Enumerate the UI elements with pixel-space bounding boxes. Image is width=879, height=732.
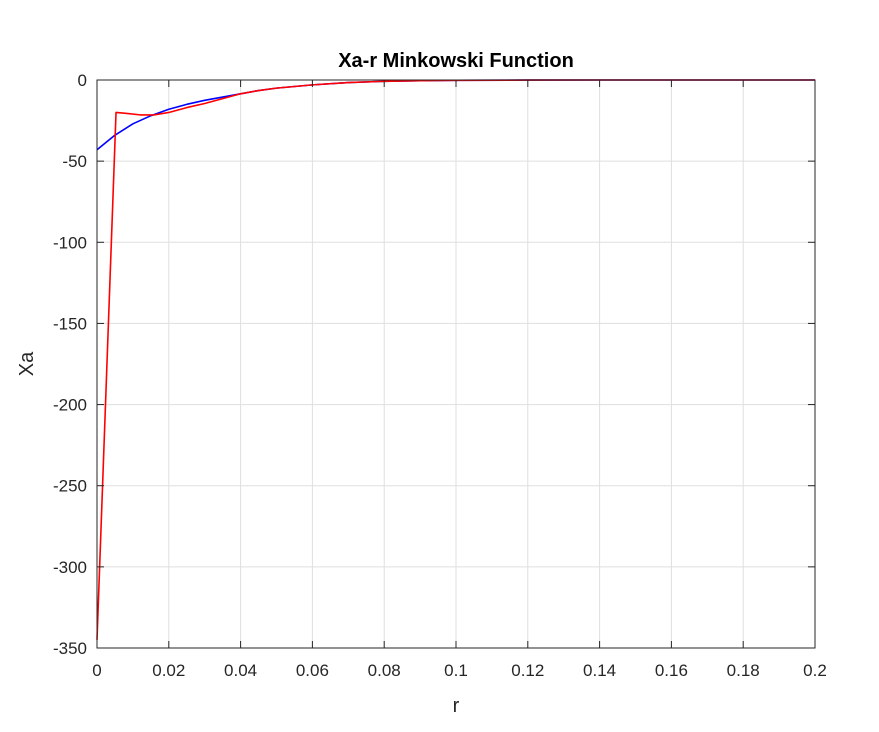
x-tick-label: 0.12 (511, 661, 544, 680)
y-tick-label: -300 (53, 558, 87, 577)
y-tick-label: -200 (53, 396, 87, 415)
y-tick-label: -50 (62, 152, 87, 171)
y-tick-label: -250 (53, 477, 87, 496)
x-tick-label: 0.02 (152, 661, 185, 680)
x-axis-label: r (453, 695, 460, 717)
y-tick-label: -100 (53, 233, 87, 252)
y-axis-label: Xa (16, 351, 38, 376)
x-tick-label: 0.1 (444, 661, 468, 680)
y-tick-label: 0 (78, 71, 87, 90)
grid-lines (97, 80, 815, 648)
x-tick-label: 0 (92, 661, 101, 680)
x-tick-label: 0.06 (296, 661, 329, 680)
x-tick-label: 0.18 (727, 661, 760, 680)
y-tick-label: -150 (53, 314, 87, 333)
chart-title: Xa-r Minkowski Function (338, 50, 574, 72)
axis-ticks: 0 0.02 0.04 0.06 0.08 0.1 0.12 0.14 0.16 0.18 0.2 0… (53, 71, 827, 680)
x-tick-label: 0.2 (803, 661, 827, 680)
x-tick-label: 0.14 (583, 661, 616, 680)
x-tick-label: 0.08 (368, 661, 401, 680)
y-tick-label: -350 (53, 639, 87, 658)
x-tick-label: 0.16 (655, 661, 688, 680)
x-tick-label: 0.04 (224, 661, 257, 680)
